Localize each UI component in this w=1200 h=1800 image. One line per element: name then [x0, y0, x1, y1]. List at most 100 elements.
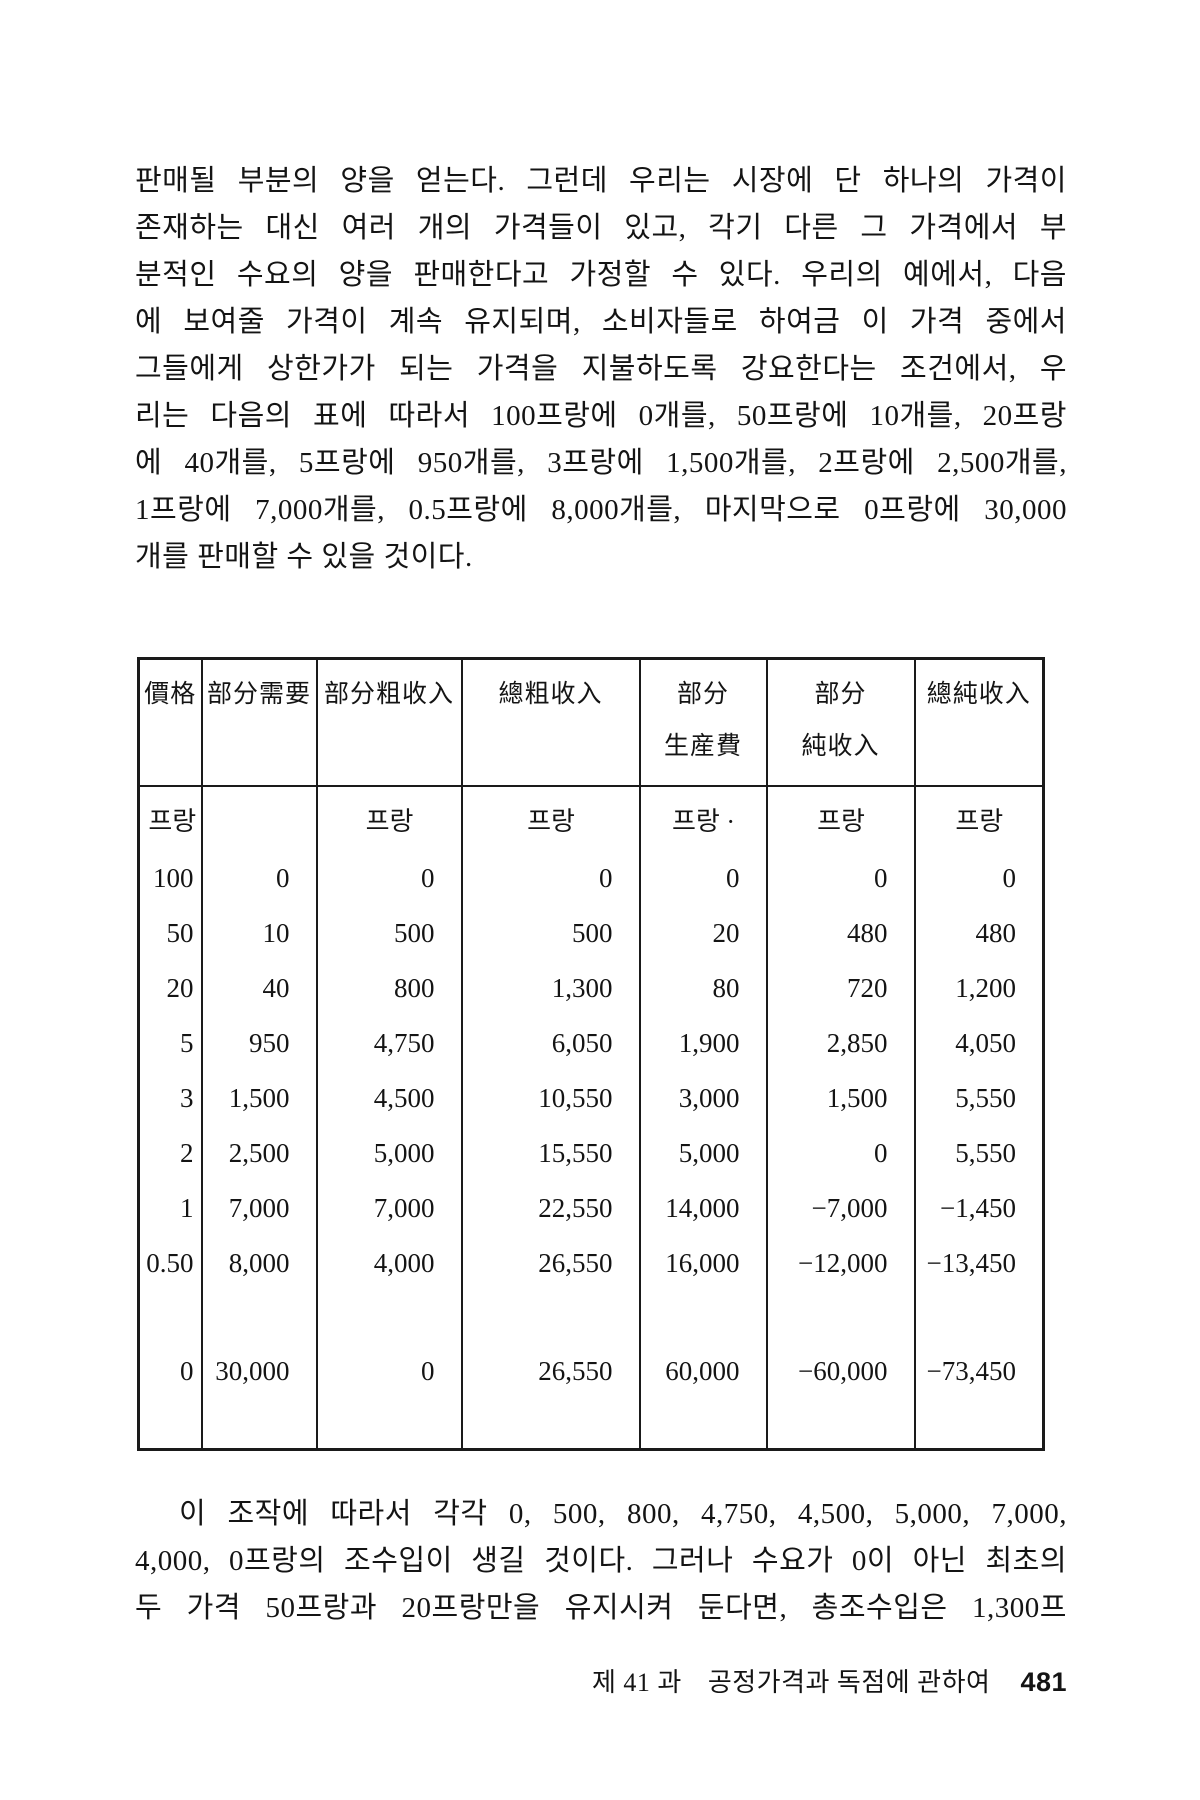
value-cell: 100 [153, 863, 194, 893]
value-cell: 26,550 [460, 1236, 640, 1291]
value-cell: 80 [638, 961, 767, 1016]
value-cell: 5,000 [315, 1126, 462, 1181]
value-cell: 16,000 [638, 1236, 767, 1291]
value-cell: 26,550 [460, 1291, 640, 1450]
chapter-label: 제 41 과 [591, 1668, 682, 1697]
table-row: 2 2,500 5,000 15,550 5,000 0 5,550 [139, 1126, 1044, 1181]
value-cell: 0 [913, 851, 1044, 906]
unit-cell: 프랑 · [638, 786, 767, 851]
value-cell: 0 [460, 851, 640, 906]
value-cell: 0 [200, 851, 317, 906]
unit-cell: 프랑 [148, 806, 197, 836]
value-cell: 10 [200, 906, 317, 961]
text-line: 개를 판매할 수 있을 것이다. [135, 541, 473, 573]
value-cell: 3,000 [638, 1071, 767, 1126]
value-cell: 7,000 [315, 1181, 462, 1236]
value-cell: 14,000 [638, 1181, 767, 1236]
value-cell: 5 [180, 1028, 194, 1058]
table-row: 50 10 500 500 20 480 480 [139, 906, 1044, 961]
value-cell: 50 [166, 918, 194, 948]
unit-cell: 프랑 [913, 786, 1044, 851]
value-cell: 30,000 [200, 1291, 317, 1450]
table-header-cell: 總純收入 [913, 658, 1044, 787]
value-cell: −1,450 [913, 1181, 1044, 1236]
table-header-cell: 價格 [138, 658, 202, 787]
value-cell: 4,000 [315, 1236, 462, 1291]
section-title: 공정가격과 독점에 관하여 [707, 1668, 991, 1697]
value-cell: 480 [913, 906, 1044, 961]
value-cell: 5,550 [913, 1126, 1044, 1181]
text-line: 에 40개를, 5프랑에 950개를, 3프랑에 1,500개를, 2프랑에 2… [135, 447, 1067, 479]
table-row: 5 950 4,750 6,050 1,900 2,850 4,050 [139, 1016, 1044, 1071]
table-body: 프랑 프랑 프랑 프랑 · 프랑 프랑 100 0 0 0 0 0 0 50 10 500 500 20 480 48… [139, 786, 1044, 1450]
value-cell: 1,300 [460, 961, 640, 1016]
value-cell: 20 [166, 973, 194, 1003]
value-cell: −60,000 [765, 1291, 915, 1450]
value-cell: 1,500 [200, 1071, 317, 1126]
table-header-cell: 總粗收入 [460, 658, 640, 787]
value-cell: 720 [765, 961, 915, 1016]
price-demand-table: 價格 部分需要 部分粗收入 總粗收入 部分 生産費 部分 純收入 總純收入 프랑 프랑 프랑 프랑 ·… [137, 657, 1045, 1451]
table-header-cell: 部分 純收入 [765, 658, 915, 787]
paragraph-bottom: 이 조작에 따라서 각각 0, 500, 800, 4,750, 4,500, … [135, 1491, 1067, 1632]
value-cell: 0 [180, 1356, 194, 1386]
text-line: 존재하는 대신 여러 개의 가격들이 있고, 각기 다른 그 가격에서 부 [135, 212, 1067, 244]
value-cell: 22,550 [460, 1181, 640, 1236]
value-cell: −7,000 [765, 1181, 915, 1236]
value-cell: −73,450 [913, 1291, 1044, 1450]
value-cell: 4,500 [315, 1071, 462, 1126]
value-cell: 0 [765, 1126, 915, 1181]
table-row: 0 30,000 0 26,550 60,000 −60,000 −73,450 [139, 1291, 1044, 1450]
unit-cell: 프랑 [765, 786, 915, 851]
table-row: 0.50 8,000 4,000 26,550 16,000 −12,000 −13,450 [139, 1236, 1044, 1291]
text-line: 그들에게 상한가가 되는 가격을 지불하도록 강요한다는 조건에서, 우 [135, 353, 1067, 385]
value-cell: 1 [180, 1193, 194, 1223]
value-cell: 15,550 [460, 1126, 640, 1181]
value-cell: 5,000 [638, 1126, 767, 1181]
value-cell: 500 [315, 906, 462, 961]
table-header-cell: 部分需要 [200, 658, 317, 787]
table-row: 100 0 0 0 0 0 0 [139, 851, 1044, 906]
table-row: 1 7,000 7,000 22,550 14,000 −7,000 −1,450 [139, 1181, 1044, 1236]
table-header: 價格 部分需要 部分粗收入 總粗收入 部分 生産費 部分 純收入 總純收入 [138, 658, 1044, 787]
table-header-cell: 部分粗收入 [315, 658, 462, 787]
value-cell: 0 [765, 851, 915, 906]
text-line: 1프랑에 7,000개를, 0.5프랑에 8,000개를, 마지막으로 0프랑에… [135, 494, 1067, 526]
value-cell: 8,000 [200, 1236, 317, 1291]
value-cell: 480 [765, 906, 915, 961]
value-cell: 1,900 [638, 1016, 767, 1071]
value-cell: 500 [460, 906, 640, 961]
value-cell: 2 [180, 1138, 194, 1168]
value-cell: 10,550 [460, 1071, 640, 1126]
value-cell: 0 [638, 851, 767, 906]
table-row: 3 1,500 4,500 10,550 3,000 1,500 5,550 [139, 1071, 1044, 1126]
page-number: 481 [1020, 1667, 1067, 1697]
text-line: 판매될 부분의 양을 얻는다. 그런데 우리는 시장에 단 하나의 가격이 [135, 165, 1067, 197]
table-row: 20 40 800 1,300 80 720 1,200 [139, 961, 1044, 1016]
value-cell: 0 [315, 1291, 462, 1450]
table-header-cell: 部分 生産費 [638, 658, 767, 787]
value-cell: 800 [315, 961, 462, 1016]
text-line: 에 보여줄 가격이 계속 유지되며, 소비자들로 하여금 이 가격 중에서 [135, 306, 1067, 338]
value-cell: 950 [200, 1016, 317, 1071]
unit-cell: 프랑 [315, 786, 462, 851]
value-cell: 4,050 [913, 1016, 1044, 1071]
value-cell: 2,500 [200, 1126, 317, 1181]
unit-cell [200, 786, 317, 851]
value-cell: 0 [315, 851, 462, 906]
page-footer: 제 41 과 공정가격과 독점에 관하여 481 [135, 1662, 1067, 1699]
text-line: 이 조작에 따라서 각각 0, 500, 800, 4,750, 4,500, … [179, 1498, 1067, 1530]
value-cell: 4,750 [315, 1016, 462, 1071]
value-cell: 1,500 [765, 1071, 915, 1126]
text-line: 리는 다음의 표에 따라서 100프랑에 0개를, 50프랑에 10개를, 20… [135, 400, 1067, 432]
text-line: 두 가격 50프랑과 20프랑만을 유지시켜 둔다면, 총조수입은 1,300프 [135, 1592, 1067, 1624]
table-row: 프랑 프랑 프랑 프랑 · 프랑 프랑 [139, 786, 1044, 851]
value-cell: −12,000 [765, 1236, 915, 1291]
value-cell: 40 [200, 961, 317, 1016]
value-cell: 6,050 [460, 1016, 640, 1071]
value-cell: 0.50 [146, 1248, 194, 1278]
value-cell: 20 [638, 906, 767, 961]
value-cell: 3 [180, 1083, 194, 1113]
